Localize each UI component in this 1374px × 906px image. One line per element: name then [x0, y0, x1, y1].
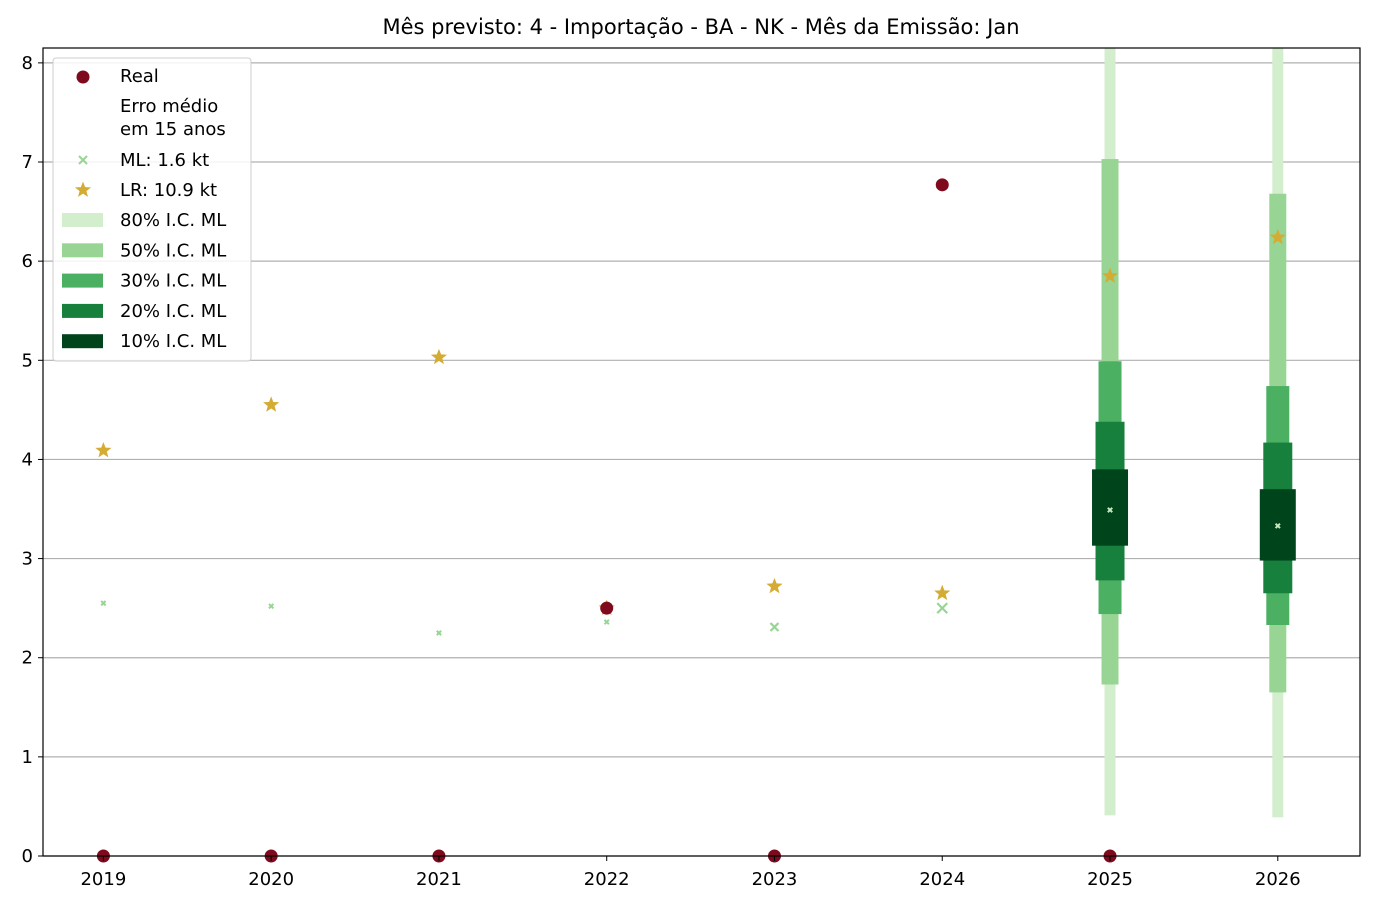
- plot-frame: [42, 47, 1361, 857]
- lr-point-2023: [766, 577, 783, 594]
- ml-point-2023: [769, 622, 780, 632]
- lr-point-2021: [430, 348, 448, 365]
- y-tick-label: 4: [22, 449, 33, 470]
- lr-point-2020: [263, 396, 280, 412]
- y-tick-label: 3: [22, 549, 33, 570]
- legend-ml-marker: [78, 155, 88, 165]
- y-tick-label: 0: [22, 846, 33, 867]
- cross-stroke: [268, 603, 275, 610]
- confidence-intervals: [1092, 48, 1296, 818]
- ml-point-2019: [100, 600, 107, 607]
- cross-stroke: [936, 602, 949, 614]
- cross-stroke: [603, 619, 610, 625]
- legend-ci10-swatch: [62, 334, 103, 349]
- legend-label-ci20: 20% I.C. ML: [120, 301, 226, 322]
- ml-point-2024: [936, 602, 949, 614]
- lr-point-2019: [95, 442, 112, 458]
- grid: [43, 62, 1360, 857]
- x-tick-label: 2025: [1087, 869, 1133, 890]
- legend-ci50-swatch: [62, 243, 103, 258]
- x-tick-label: 2020: [248, 869, 294, 890]
- cross-stroke: [100, 600, 107, 607]
- legend-label-real: Real: [120, 66, 159, 87]
- y-tick-label: 7: [22, 152, 33, 173]
- ci10-bar-2025: [1092, 469, 1129, 546]
- ml-point-2022: [603, 619, 610, 625]
- cross-stroke: [436, 630, 442, 636]
- x-tick-label: 2024: [919, 869, 965, 890]
- cross-stroke: [1274, 522, 1281, 529]
- legend-ci30-swatch: [62, 273, 103, 288]
- y-tick-label: 8: [22, 53, 33, 74]
- real-point-2024: [935, 178, 949, 192]
- lr-point-2024: [934, 584, 951, 601]
- legend-label-lr: LR: 10.9 kt: [120, 180, 217, 201]
- ml-point-2026: [1274, 522, 1281, 529]
- x-tick-label: 2019: [80, 869, 126, 890]
- y-tick-label: 1: [22, 747, 33, 768]
- legend-label-ml: ML: 1.6 kt: [120, 150, 209, 171]
- legend-label-ci80: 80% I.C. ML: [120, 210, 226, 231]
- axes: 0 1 2 3 4 5 6 7 8 2019 2020 2021 2022 2023 2024 2025 202…: [22, 53, 1301, 890]
- ml-point-2020: [268, 603, 275, 610]
- legend-lr-marker: [74, 181, 92, 197]
- ml-point-2025: [1107, 507, 1113, 513]
- lr-point-2026: [1269, 228, 1286, 245]
- legend-ci20-swatch: [62, 303, 103, 318]
- real-point-2022: [600, 601, 614, 615]
- legend-label-subtitle_line2: em 15 anos: [120, 119, 226, 140]
- legend-label-ci10: 10% I.C. ML: [120, 331, 226, 352]
- y-tick-label: 6: [22, 251, 33, 272]
- chart-title: Mês previsto: 4 - Importação - BA - NK -…: [382, 15, 1019, 39]
- legend-ci80-swatch: [62, 213, 103, 227]
- x-tick-label: 2021: [416, 869, 462, 890]
- legend-label-ci50: 50% I.C. ML: [120, 240, 226, 261]
- x-tick-label: 2026: [1255, 869, 1301, 890]
- ml-point-2021: [436, 630, 442, 636]
- cross-stroke: [78, 155, 88, 165]
- y-tick-label: 2: [22, 648, 33, 669]
- x-tick-label: 2022: [584, 869, 630, 890]
- cross-stroke: [1107, 507, 1113, 513]
- x-tick-label: 2023: [752, 869, 798, 890]
- y-tick-label: 5: [22, 350, 33, 371]
- legend-real-marker: [76, 70, 90, 84]
- lr-point-2025: [1101, 267, 1119, 283]
- legend-label-subtitle_line1: Erro médio: [120, 96, 218, 117]
- cross-stroke: [769, 622, 780, 632]
- legend-label-ci30: 30% I.C. ML: [120, 271, 226, 292]
